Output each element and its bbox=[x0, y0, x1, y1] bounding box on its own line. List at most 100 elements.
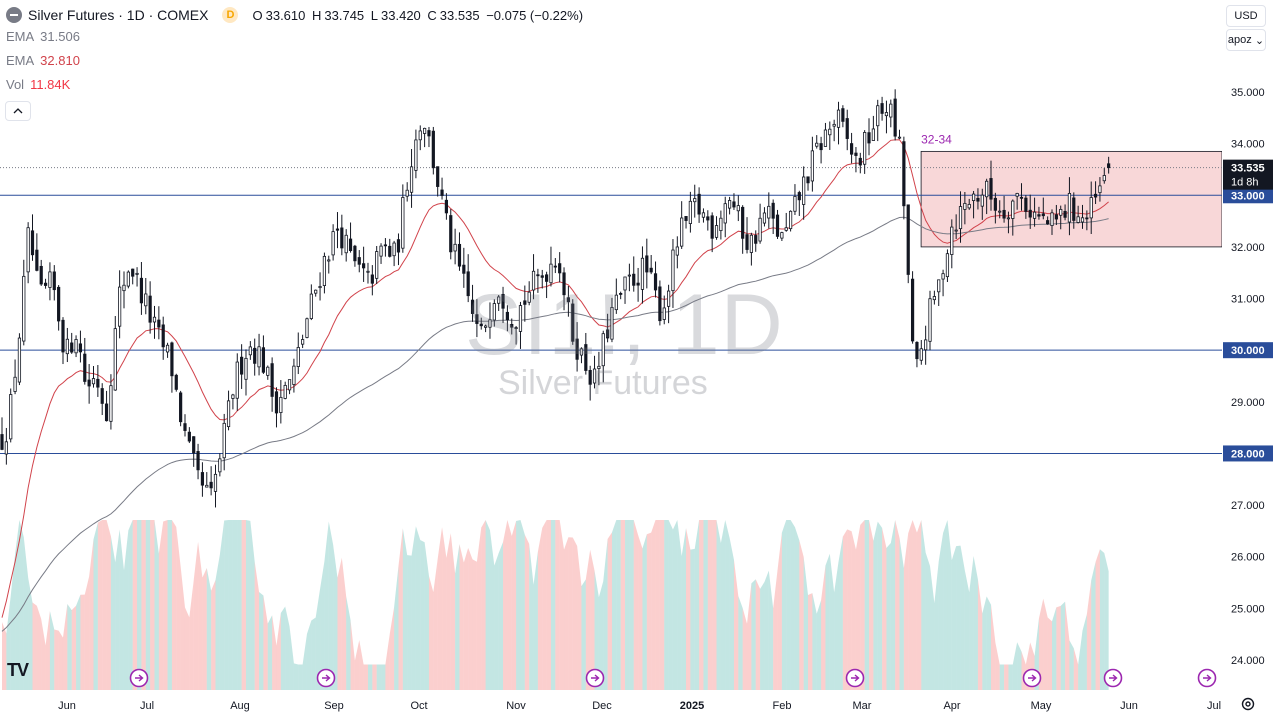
candle-body bbox=[736, 205, 740, 212]
volume-segment bbox=[973, 555, 978, 690]
candle-body bbox=[375, 251, 379, 279]
volume-segment bbox=[890, 520, 896, 690]
candle-body bbox=[627, 274, 631, 277]
candle-body bbox=[662, 307, 666, 320]
candle-body bbox=[266, 366, 270, 376]
candle-body bbox=[793, 196, 797, 212]
close-value: 33.535 bbox=[439, 7, 480, 23]
volume-segment bbox=[777, 532, 782, 690]
candle-body bbox=[240, 356, 244, 375]
arrow-right-circle-icon[interactable] bbox=[1022, 668, 1042, 688]
volume-segment bbox=[389, 607, 395, 690]
arrow-right-circle-icon[interactable] bbox=[845, 668, 865, 688]
volume-segment bbox=[877, 521, 883, 690]
arrow-right-circle-icon[interactable] bbox=[1197, 668, 1217, 688]
volume-segment bbox=[986, 596, 992, 690]
scale-mode-button[interactable]: apoz ⌄ bbox=[1226, 29, 1266, 51]
candle-body bbox=[971, 193, 976, 201]
candle-body bbox=[296, 347, 300, 367]
chevron-up-icon bbox=[13, 108, 23, 114]
volume-segment bbox=[154, 520, 159, 690]
candle-body bbox=[366, 270, 370, 273]
volume-segment bbox=[485, 520, 490, 690]
level-price-tag[interactable] bbox=[1223, 187, 1273, 204]
volume-segment bbox=[350, 620, 355, 690]
arrow-right-circle-icon[interactable] bbox=[129, 668, 149, 688]
arrow-right-circle-icon[interactable] bbox=[1103, 668, 1123, 688]
tradingview-logo-icon[interactable]: TV bbox=[7, 660, 29, 680]
volume-segment bbox=[202, 567, 207, 690]
volume-segment bbox=[137, 520, 142, 690]
candle-body bbox=[806, 176, 810, 184]
price-axis[interactable]: 24.000 25.000 26.000 27.000 28.000 29.000 30.0… bbox=[1222, 0, 1274, 716]
volume-segment bbox=[80, 594, 85, 690]
candle-body bbox=[383, 244, 388, 247]
candle-body bbox=[924, 339, 928, 351]
symbol-logo-icon[interactable] bbox=[6, 7, 22, 23]
volume-segment bbox=[28, 577, 33, 690]
candle-body bbox=[318, 286, 322, 289]
price-tick-label: 25.000 bbox=[1231, 603, 1265, 615]
candle-body bbox=[213, 473, 218, 492]
event-markers[interactable] bbox=[129, 668, 1217, 688]
volume-segment bbox=[1073, 648, 1079, 690]
level-price-tag[interactable] bbox=[1223, 342, 1273, 359]
candle-body bbox=[810, 150, 814, 182]
volume-segment bbox=[943, 520, 948, 690]
volume-segment bbox=[642, 534, 647, 690]
candle-body bbox=[357, 257, 361, 265]
volume-segment bbox=[1008, 664, 1013, 690]
ema-fast-row[interactable]: EMA 32.810 bbox=[6, 53, 80, 68]
candle-body bbox=[440, 189, 444, 196]
candle-body bbox=[100, 388, 104, 404]
candle-body bbox=[954, 229, 958, 232]
candle-body bbox=[958, 206, 963, 230]
chevron-down-icon: ⌄ bbox=[1254, 34, 1265, 47]
arrow-right-circle-icon[interactable] bbox=[585, 668, 605, 688]
volume-segment bbox=[211, 580, 216, 690]
collapse-legend-button[interactable] bbox=[5, 101, 31, 121]
volume-segment bbox=[450, 533, 456, 690]
arrow-right-circle-icon[interactable] bbox=[316, 668, 336, 688]
volume-segment bbox=[285, 606, 290, 690]
volume-segment bbox=[873, 521, 878, 690]
level-price-tag[interactable] bbox=[1223, 445, 1273, 462]
volume-segment bbox=[751, 579, 756, 690]
candle-body bbox=[9, 394, 13, 440]
candle-body bbox=[205, 484, 209, 488]
candle-body bbox=[945, 253, 950, 278]
volume-segment bbox=[1078, 630, 1083, 690]
last-price-tag[interactable] bbox=[1223, 159, 1273, 190]
volume-segment bbox=[141, 520, 146, 690]
volume-segment bbox=[799, 540, 804, 690]
volume-segment bbox=[328, 521, 334, 690]
candle-body bbox=[231, 394, 235, 399]
candle-body bbox=[183, 423, 187, 431]
candle-body bbox=[388, 245, 392, 257]
candle-body bbox=[531, 270, 536, 291]
volume-segment bbox=[1052, 607, 1057, 690]
currency-button[interactable]: USD bbox=[1226, 5, 1266, 27]
zone-label[interactable]: 32-34 bbox=[921, 132, 952, 146]
ema-slow-row[interactable]: EMA 31.506 bbox=[6, 29, 80, 44]
volume-segment bbox=[991, 604, 996, 690]
candle-body bbox=[226, 400, 231, 428]
range-zone[interactable]: 32-34 bbox=[920, 132, 1223, 248]
time-axis[interactable]: Jun Jul Aug Sep Oct Nov Dec 2025 Feb Mar Apr May Jun… bbox=[58, 700, 1221, 712]
candle-body bbox=[527, 291, 531, 303]
volume-segment bbox=[32, 602, 37, 690]
volume-segment bbox=[546, 520, 551, 690]
candle-body bbox=[292, 365, 296, 385]
volume-segment bbox=[62, 604, 68, 690]
volume-segment bbox=[829, 553, 835, 690]
candle-body bbox=[497, 296, 501, 304]
candle-body bbox=[1015, 193, 1019, 197]
delayed-badge[interactable]: D bbox=[222, 7, 239, 23]
symbol-title[interactable]: Silver Futures · 1D · COMEX bbox=[28, 7, 209, 23]
volume-row[interactable]: Vol 11.84K bbox=[6, 77, 71, 92]
candle-body bbox=[453, 243, 457, 252]
gear-icon[interactable] bbox=[1240, 696, 1256, 712]
candle-body bbox=[353, 245, 357, 262]
candle-body bbox=[902, 141, 906, 207]
